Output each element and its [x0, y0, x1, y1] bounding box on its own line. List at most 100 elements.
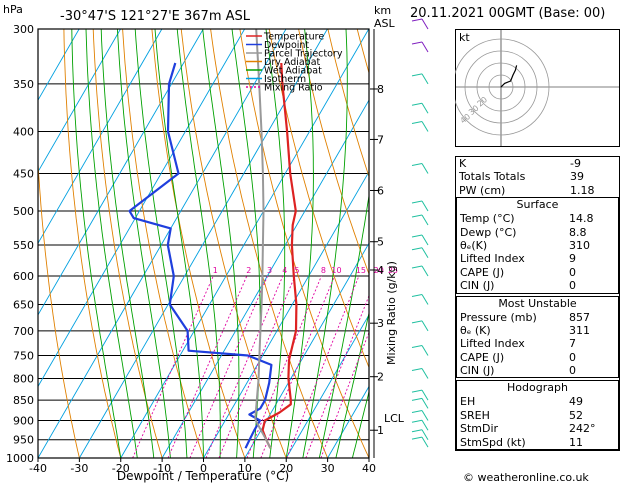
row-value: 49 — [569, 395, 583, 409]
hodograph-trace — [500, 65, 518, 88]
dry-adiabat-line — [92, 29, 163, 458]
wind-barb-flag — [411, 419, 423, 423]
height-tick-label: 1 — [377, 424, 384, 437]
table-row: θₑ (K) 311 — [457, 324, 618, 337]
table-row: CAPE (J) 0 — [457, 351, 618, 364]
row-value: 0 — [569, 265, 576, 279]
row-value: 242° — [569, 422, 596, 436]
pressure-tick-label: 550 — [13, 239, 34, 252]
table-row: CAPE (J) 0 — [457, 266, 618, 279]
datetime-label: 20.11.2021 00GMT (Base: 00) — [410, 6, 606, 21]
pressure-unit-label: hPa — [3, 3, 23, 16]
row-label: CIN (J) — [460, 279, 495, 293]
wet-adiabat-line — [231, 29, 261, 458]
pressure-tick-label: 650 — [13, 299, 34, 312]
wind-barb — [421, 200, 429, 212]
surface-rows: Temp (°C) 14.8 Dewp (°C) 8.8 θₑ(K) 310 Lifted … — [457, 212, 618, 292]
wind-barb — [421, 18, 429, 30]
row-label: θₑ (K) — [460, 323, 491, 337]
background-lines — [38, 29, 369, 458]
x-axis-label: Dewpoint / Temperature (°C) — [117, 469, 289, 483]
indices-panel: K -9 Totals Totals 39 PW (cm) 1.18 Surface Te… — [455, 156, 620, 452]
row-value: 311 — [569, 323, 590, 337]
wind-barb — [421, 41, 429, 53]
row-label: Lifted Index — [460, 337, 525, 351]
wind-barb-flag — [411, 409, 423, 413]
table-row: CIN (J) 0 — [457, 279, 618, 292]
wind-barb-flag — [411, 389, 423, 393]
mixing-ratio-axis-label: Mixing Ratio (g/kg) — [385, 261, 398, 365]
wind-barb — [421, 265, 429, 277]
pressure-tick-label: 450 — [13, 167, 34, 180]
most-unstable-rows: Pressure (mb) 857 θₑ (K) 311 Lifted Index 7 CA… — [457, 311, 618, 378]
mixing-ratio-tick-label: 15 — [356, 266, 366, 275]
isotherm-line — [38, 29, 246, 388]
x-tick-label: -10 — [153, 462, 171, 475]
legend-entry: Dry Adiabat — [264, 57, 321, 68]
x-tick-label: 0 — [200, 462, 207, 475]
isotherm-line — [38, 29, 163, 245]
row-label: CAPE (J) — [460, 265, 505, 279]
wet-adiabat-line — [335, 310, 369, 458]
wind-barb-flag — [411, 234, 423, 238]
x-tick-label: 30 — [321, 462, 335, 475]
legend-entry: Temperature — [263, 32, 324, 43]
series-parcel-trajectory — [254, 29, 272, 449]
temperature-axis: -40 -30 -20 -10 0 10 20 30 40 — [29, 458, 376, 475]
height-axis: 1 2 3 4 5 6 7 8 — [370, 29, 384, 458]
dry-adiabat-line — [210, 29, 329, 458]
mixing-ratio-labels: 1 2 3 4 5 8 10 15 20 25 — [213, 266, 398, 275]
pressure-tick-label: 1000 — [6, 452, 34, 465]
wet-adiabat-line — [71, 29, 122, 458]
wind-barb-flag — [411, 102, 423, 106]
wind-barb — [421, 398, 429, 409]
wet-adiabat-line — [154, 29, 204, 458]
mixing-ratio-line — [286, 275, 360, 458]
hodograph-line — [500, 65, 518, 88]
row-label: Lifted Index — [460, 252, 525, 266]
row-value: 11 — [569, 435, 583, 449]
isotherm-line — [38, 29, 121, 173]
wind-barb-flag — [411, 320, 423, 324]
height-tick-label: 8 — [377, 83, 384, 96]
table-row: K -9 — [456, 157, 619, 170]
wet-adiabat-line — [116, 29, 171, 458]
wind-barb-flag — [411, 18, 423, 22]
wind-barb — [421, 102, 429, 114]
hodograph-rows: EH 49 SREH 52 StmDir 242° StmSpd (kt) 11 — [457, 395, 618, 449]
x-tick-label: 10 — [238, 462, 252, 475]
wind-barb-flag — [411, 73, 423, 77]
row-label: Pressure (mb) — [460, 310, 537, 324]
pressure-tick-label: 300 — [13, 23, 34, 36]
row-value: 8.8 — [569, 225, 587, 239]
row-value: 1.18 — [570, 183, 595, 197]
mixing-ratio-tick-label: 3 — [267, 266, 272, 275]
hodograph-ring — [488, 74, 514, 100]
mixing-ratio-line — [218, 275, 296, 458]
wet-adiabat-line — [85, 29, 138, 458]
wind-barb-flag — [411, 265, 423, 269]
row-value: 52 — [569, 408, 583, 422]
most-unstable-title: Most Unstable — [498, 296, 577, 310]
row-value: 9 — [569, 252, 576, 266]
x-tick-label: -30 — [70, 462, 88, 475]
wet-adiabat-line — [100, 29, 155, 458]
table-row: SREH 52 — [457, 409, 618, 422]
height-tick-label: 6 — [377, 184, 384, 197]
row-label: Totals Totals — [459, 170, 526, 184]
wet-adiabat-line — [351, 389, 369, 458]
mixing-ratio-tick-label: 4 — [282, 266, 287, 275]
wind-barb — [421, 368, 429, 379]
isotherm-line — [78, 29, 328, 458]
hodograph-ring — [455, 38, 550, 136]
hodograph-title: Hodograph — [507, 381, 568, 395]
wet-adiabat-line — [318, 192, 369, 458]
hodograph-unit-label: kt — [459, 31, 470, 44]
wind-barb — [421, 320, 429, 332]
row-label: StmDir — [460, 422, 499, 436]
wind-barb — [421, 214, 429, 226]
row-value: 0 — [569, 364, 576, 378]
surface-section: Surface Temp (°C) 14.8 Dewp (°C) 8.8 θₑ(K) 31… — [456, 197, 619, 294]
pressure-tick-label: 350 — [13, 78, 34, 91]
